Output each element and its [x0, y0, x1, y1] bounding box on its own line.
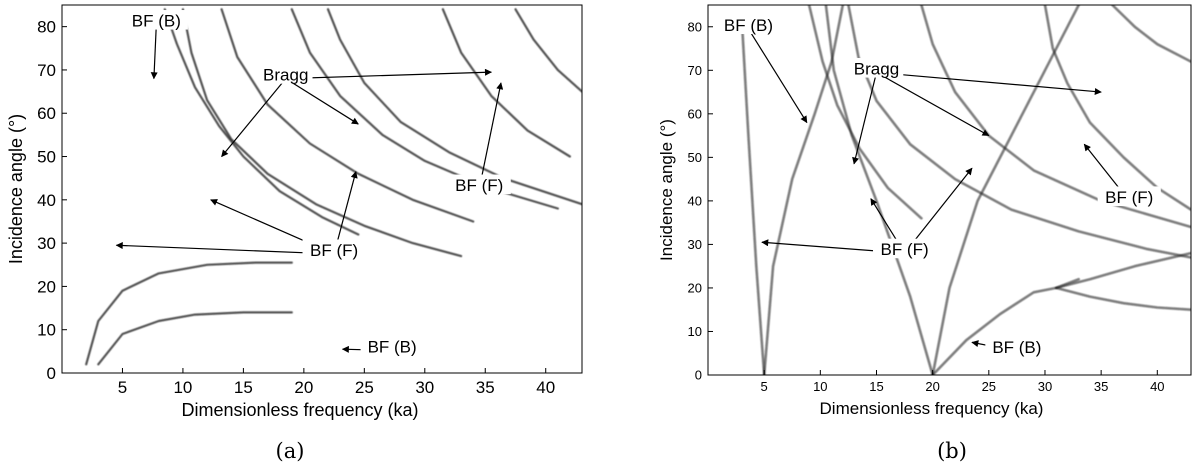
x-tick-label: 15	[869, 379, 883, 394]
annotation-bg	[124, 10, 188, 30]
annotation: BF (F)	[447, 82, 511, 195]
y-tick-label: 30	[37, 234, 56, 253]
plot-frame	[707, 4, 1192, 376]
y-tick-label: 40	[688, 193, 702, 208]
ridge-line	[85, 261, 293, 366]
annotation: BF (B)	[716, 14, 808, 124]
ridge-line	[441, 8, 572, 158]
annotation-label: BF (F)	[455, 176, 503, 195]
x-tick-label: 40	[536, 378, 555, 397]
ridge-line	[1054, 251, 1191, 290]
annotation: BF (F)	[115, 171, 366, 260]
x-tick-label: 30	[415, 378, 434, 397]
x-tick-label: 5	[118, 378, 127, 397]
x-tick-label: 25	[355, 378, 374, 397]
y-tick-label: 20	[37, 277, 56, 296]
y-tick-label: 80	[688, 19, 702, 34]
chart-panel-a: 5 10 15 20 25 30 35 40 0 10 20 30 40 50 60 70 80 Dimensio…	[6, 4, 583, 463]
annotation: BF (F)	[761, 167, 973, 259]
annotation: BF (F)	[1083, 143, 1161, 207]
annotation-arrow	[115, 242, 335, 255]
x-tick-label: 25	[982, 379, 996, 394]
annotation-label: BF (F)	[880, 240, 928, 259]
panel-caption: (a)	[276, 439, 305, 463]
panel-caption: (b)	[937, 439, 967, 463]
y-tick-label: 20	[688, 280, 702, 295]
ridge-line	[824, 5, 935, 375]
annotation-arrow	[285, 78, 359, 125]
annotation-arrow	[876, 71, 1102, 95]
x-tick-label: 30	[1038, 379, 1052, 394]
x-tick-label: 40	[1150, 379, 1164, 394]
ridge-line	[1111, 5, 1191, 63]
y-axis-label: Incidence angle (°)	[657, 119, 676, 261]
annotation-bg	[1097, 186, 1161, 206]
x-axis-label: Dimensionless frequency (ka)	[820, 399, 1044, 418]
y-tick-label: 70	[688, 63, 702, 78]
x-tick-label: 35	[1094, 379, 1108, 394]
annotation-bg	[447, 174, 511, 195]
ridge-line	[740, 16, 766, 375]
annotation-label: BF (B)	[724, 16, 773, 35]
y-tick-label: 0	[695, 368, 702, 383]
annotation-label: Bragg	[854, 60, 899, 79]
annotation-arrow	[852, 72, 878, 165]
x-tick-label: 20	[925, 379, 939, 394]
annotation-bg	[985, 336, 1049, 357]
annotation-arrow	[221, 78, 287, 158]
annotation: BF (B)	[341, 336, 424, 357]
y-tick-label: 80	[37, 18, 56, 37]
x-tick-label: 20	[294, 378, 313, 397]
annotation-bg	[258, 64, 313, 84]
annotation-label: BF (B)	[132, 12, 181, 31]
annotation-bg	[849, 58, 904, 78]
annotation-bg	[360, 336, 424, 356]
ridge-line	[163, 8, 360, 236]
x-tick-label: 10	[813, 379, 827, 394]
ridge-line	[220, 8, 475, 223]
x-tick-label: 35	[476, 378, 495, 397]
x-tick-label: 5	[761, 379, 768, 394]
annotation-bg	[716, 14, 780, 35]
annotation: BF (B)	[971, 336, 1049, 357]
annotation-arrow	[150, 24, 158, 80]
ridge-line	[1054, 286, 1191, 312]
ridge-line	[97, 311, 293, 366]
ridge-line	[762, 5, 845, 375]
annotation-arrow	[747, 28, 808, 124]
y-axis-label: Incidence angle (°)	[6, 114, 26, 264]
x-tick-label: 15	[234, 378, 253, 397]
annotation-bg	[302, 239, 366, 260]
y-tick-label: 60	[688, 106, 702, 121]
x-axis-label: Dimensionless frequency (ka)	[181, 400, 418, 420]
annotation-label: BF (F)	[310, 241, 358, 260]
y-tick-label: 40	[37, 191, 56, 210]
annotation: Bragg	[221, 64, 493, 158]
y-tick-label: 70	[37, 61, 56, 80]
annotation: BF (B)	[124, 10, 188, 80]
annotation-label: BF (F)	[1105, 188, 1153, 207]
chart-panel-b: 5 10 15 20 25 30 35 40 0 10 20 30 40 50 60 70 80 Dimensio…	[657, 4, 1192, 463]
y-tick-label: 50	[688, 150, 702, 165]
y-tick-label: 0	[47, 364, 56, 383]
annotation-arrow	[478, 82, 504, 190]
ridge-line	[514, 8, 582, 93]
ridge-line	[181, 8, 463, 258]
y-tick-label: 30	[688, 237, 702, 252]
annotation-label: BF (B)	[368, 338, 417, 357]
ridge-line	[931, 5, 1080, 375]
y-tick-label: 10	[688, 324, 702, 339]
plot-frame	[61, 4, 583, 374]
annotation-label: Bragg	[263, 66, 308, 85]
annotation-label: BF (B)	[992, 338, 1041, 357]
annotation-arrow	[285, 68, 493, 80]
y-tick-label: 60	[37, 104, 56, 123]
x-tick-label: 10	[173, 378, 192, 397]
y-tick-label: 50	[37, 147, 56, 166]
annotation-bg	[873, 238, 937, 259]
annotation-arrow	[876, 71, 990, 137]
y-tick-label: 10	[37, 321, 56, 340]
annotation: Bragg	[849, 58, 1102, 165]
